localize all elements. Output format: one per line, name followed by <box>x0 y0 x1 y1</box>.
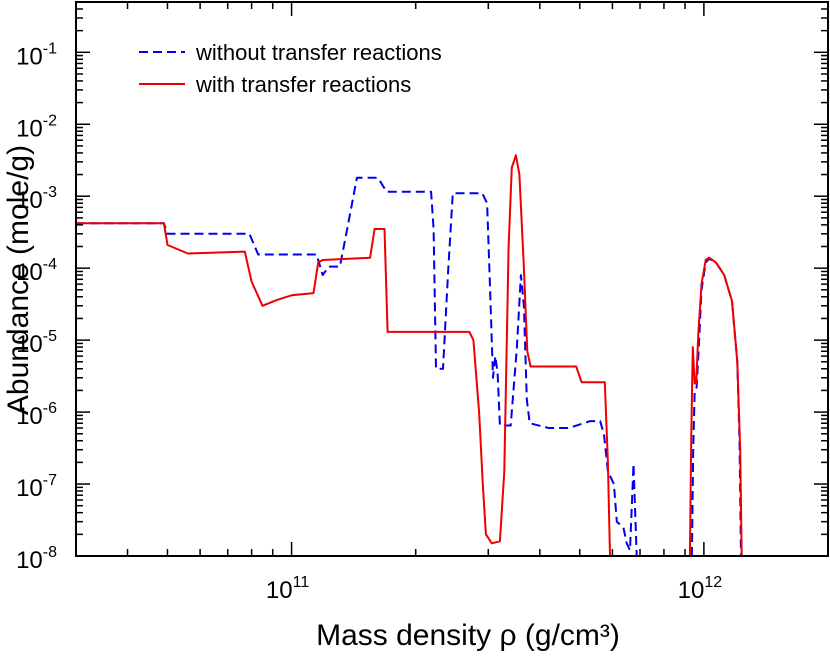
y-tick-label: 10-2 <box>16 112 57 142</box>
y-tick-label: 10-1 <box>16 40 57 70</box>
legend: without transfer reactions with transfer… <box>139 40 442 97</box>
x-tick-label: 1011 <box>266 574 309 604</box>
legend-label-with-transfer: with transfer reactions <box>195 72 411 97</box>
tick-layer: 1011 1012 10-8 10-7 10-6 10-5 10-4 10-3 10-2 10-1 <box>16 1 829 604</box>
y-tick-label: 10-8 <box>16 544 57 574</box>
plot-frame <box>75 1 829 557</box>
series-line-with-transfer-reactions-segment-2 <box>688 256 743 556</box>
y-tick-label: 10-7 <box>16 472 57 502</box>
series-layer <box>76 154 743 556</box>
legend-label-without-transfer: without transfer reactions <box>195 40 442 65</box>
series-line-without-transfer-reactions-segment-1 <box>76 176 638 556</box>
y-tick-label: 10-4 <box>16 256 57 286</box>
y-tick-label: 10-6 <box>16 400 57 430</box>
x-axis-title: Mass density ρ (g/cm³) <box>316 619 620 652</box>
y-tick-label: 10-3 <box>16 184 57 214</box>
x-tick-label: 1012 <box>678 574 723 604</box>
series-line-with-transfer-reactions-segment-1 <box>76 154 611 556</box>
y-axis-title: Abundance (mole/g) <box>2 145 35 415</box>
y-tick-label: 10-5 <box>16 328 57 358</box>
